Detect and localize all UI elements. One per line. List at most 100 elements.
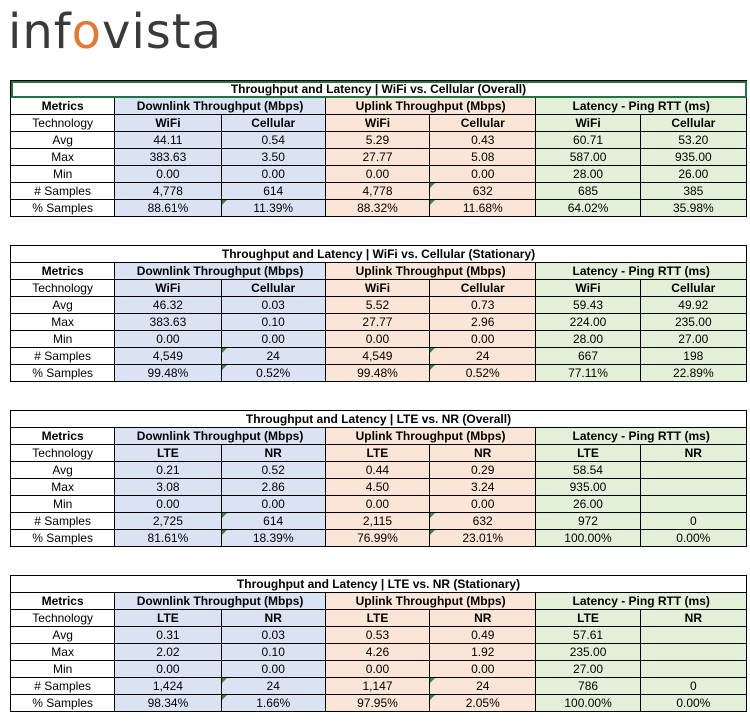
data-cell[interactable]: 35.98% xyxy=(639,199,748,217)
data-cell[interactable]: 3.50 xyxy=(220,148,326,166)
data-cell[interactable]: 667 xyxy=(535,347,641,365)
data-cell[interactable]: 58.54 xyxy=(535,461,641,479)
data-cell[interactable]: 28.00 xyxy=(535,165,641,183)
data-cell[interactable]: 76.99% xyxy=(324,529,431,547)
data-cell[interactable]: 0.00 xyxy=(324,495,431,513)
data-cell[interactable]: 27.00 xyxy=(639,330,748,348)
data-cell[interactable]: 57.61 xyxy=(535,626,641,644)
data-cell[interactable]: 2.02 xyxy=(114,643,222,661)
data-cell[interactable]: 0.00 xyxy=(429,660,537,678)
technology-cell[interactable]: LTE xyxy=(114,609,222,627)
data-cell[interactable]: 0.10 xyxy=(220,643,326,661)
row-label[interactable]: % Samples xyxy=(9,364,116,382)
data-cell[interactable]: 383.63 xyxy=(114,313,222,331)
data-cell[interactable]: 0.00 xyxy=(114,165,222,183)
data-cell[interactable]: 0.00 xyxy=(220,330,326,348)
data-cell[interactable]: 0.53 xyxy=(324,626,431,644)
data-cell[interactable]: 5.52 xyxy=(324,296,431,314)
technology-cell[interactable]: WiFi xyxy=(114,279,222,297)
data-cell[interactable] xyxy=(639,461,748,479)
data-cell[interactable]: 0.52 xyxy=(220,461,326,479)
data-cell[interactable]: 77.11% xyxy=(535,364,641,382)
technology-cell[interactable]: NR xyxy=(220,609,326,627)
data-cell[interactable]: 0.03 xyxy=(220,296,326,314)
data-cell[interactable]: 972 xyxy=(535,512,641,530)
technology-cell[interactable]: LTE xyxy=(535,444,641,462)
data-cell[interactable]: 632 xyxy=(429,512,537,530)
data-cell[interactable]: 0.21 xyxy=(114,461,222,479)
data-cell[interactable]: 0 xyxy=(639,512,748,530)
technology-cell[interactable]: Cellular xyxy=(220,279,326,297)
data-cell[interactable]: 4,549 xyxy=(114,347,222,365)
technology-cell[interactable]: WiFi xyxy=(114,114,222,132)
technology-cell[interactable]: LTE xyxy=(324,444,431,462)
latency-header[interactable]: Latency - Ping RTT (ms) xyxy=(535,592,747,610)
data-cell[interactable]: 0.52% xyxy=(429,364,537,382)
table-title[interactable]: Throughput and Latency | WiFi vs. Cellul… xyxy=(10,245,747,263)
data-cell[interactable] xyxy=(639,626,748,644)
technology-cell[interactable]: NR xyxy=(639,609,748,627)
metrics-header[interactable]: Metrics xyxy=(9,262,116,280)
technology-cell[interactable]: LTE xyxy=(535,609,641,627)
data-cell[interactable]: 0.00 xyxy=(220,495,326,513)
data-cell[interactable]: 0.00 xyxy=(220,660,326,678)
row-label[interactable]: Min xyxy=(9,660,116,678)
latency-header[interactable]: Latency - Ping RTT (ms) xyxy=(535,262,747,280)
row-label[interactable]: # Samples xyxy=(9,512,116,530)
metrics-header[interactable]: Metrics xyxy=(9,427,116,445)
data-cell[interactable]: 53.20 xyxy=(639,131,748,149)
row-label[interactable]: # Samples xyxy=(9,677,116,695)
data-cell[interactable]: 0.00 xyxy=(114,660,222,678)
data-cell[interactable]: 4.26 xyxy=(324,643,431,661)
data-cell[interactable]: 0.00 xyxy=(324,330,431,348)
data-cell[interactable]: 0.49 xyxy=(429,626,537,644)
data-cell[interactable] xyxy=(639,478,748,496)
latency-header[interactable]: Latency - Ping RTT (ms) xyxy=(535,97,747,115)
row-label[interactable]: Min xyxy=(9,165,116,183)
downlink-header[interactable]: Downlink Throughput (Mbps) xyxy=(114,97,326,115)
row-label[interactable]: % Samples xyxy=(9,529,116,547)
data-cell[interactable]: 60.71 xyxy=(535,131,641,149)
technology-label[interactable]: Technology xyxy=(9,444,116,462)
data-cell[interactable] xyxy=(639,660,748,678)
data-cell[interactable]: 22.89% xyxy=(639,364,748,382)
row-label[interactable]: Avg xyxy=(9,461,116,479)
data-cell[interactable]: 1,424 xyxy=(114,677,222,695)
technology-label[interactable]: Technology xyxy=(9,609,116,627)
data-cell[interactable]: 24 xyxy=(220,677,326,695)
latency-header[interactable]: Latency - Ping RTT (ms) xyxy=(535,427,747,445)
data-cell[interactable]: 935.00 xyxy=(639,148,748,166)
row-label[interactable]: Min xyxy=(9,330,116,348)
technology-cell[interactable]: NR xyxy=(429,444,537,462)
row-label[interactable]: % Samples xyxy=(9,199,116,217)
technology-cell[interactable]: Cellular xyxy=(220,114,326,132)
data-cell[interactable]: 81.61% xyxy=(114,529,222,547)
technology-label[interactable]: Technology xyxy=(9,279,116,297)
data-cell[interactable]: 97.95% xyxy=(324,694,431,712)
data-cell[interactable]: 59.43 xyxy=(535,296,641,314)
data-cell[interactable]: 5.29 xyxy=(324,131,431,149)
data-cell[interactable]: 100.00% xyxy=(535,529,641,547)
data-cell[interactable]: 3.08 xyxy=(114,478,222,496)
data-cell[interactable]: 614 xyxy=(220,182,326,200)
technology-cell[interactable]: Cellular xyxy=(429,279,537,297)
data-cell[interactable] xyxy=(639,495,748,513)
data-cell[interactable]: 46.32 xyxy=(114,296,222,314)
data-cell[interactable]: 0.00 xyxy=(220,165,326,183)
data-cell[interactable]: 0.54 xyxy=(220,131,326,149)
row-label[interactable]: Max xyxy=(9,148,116,166)
data-cell[interactable]: 2.86 xyxy=(220,478,326,496)
data-cell[interactable]: 0.31 xyxy=(114,626,222,644)
data-cell[interactable]: 2,725 xyxy=(114,512,222,530)
data-cell[interactable]: 235.00 xyxy=(535,643,641,661)
uplink-header[interactable]: Uplink Throughput (Mbps) xyxy=(324,97,537,115)
data-cell[interactable]: 0.44 xyxy=(324,461,431,479)
data-cell[interactable]: 0.00 xyxy=(114,330,222,348)
row-label[interactable]: # Samples xyxy=(9,347,116,365)
data-cell[interactable] xyxy=(639,643,748,661)
data-cell[interactable]: 100.00% xyxy=(535,694,641,712)
uplink-header[interactable]: Uplink Throughput (Mbps) xyxy=(324,427,537,445)
row-label[interactable]: Max xyxy=(9,643,116,661)
data-cell[interactable]: 614 xyxy=(220,512,326,530)
data-cell[interactable]: 224.00 xyxy=(535,313,641,331)
